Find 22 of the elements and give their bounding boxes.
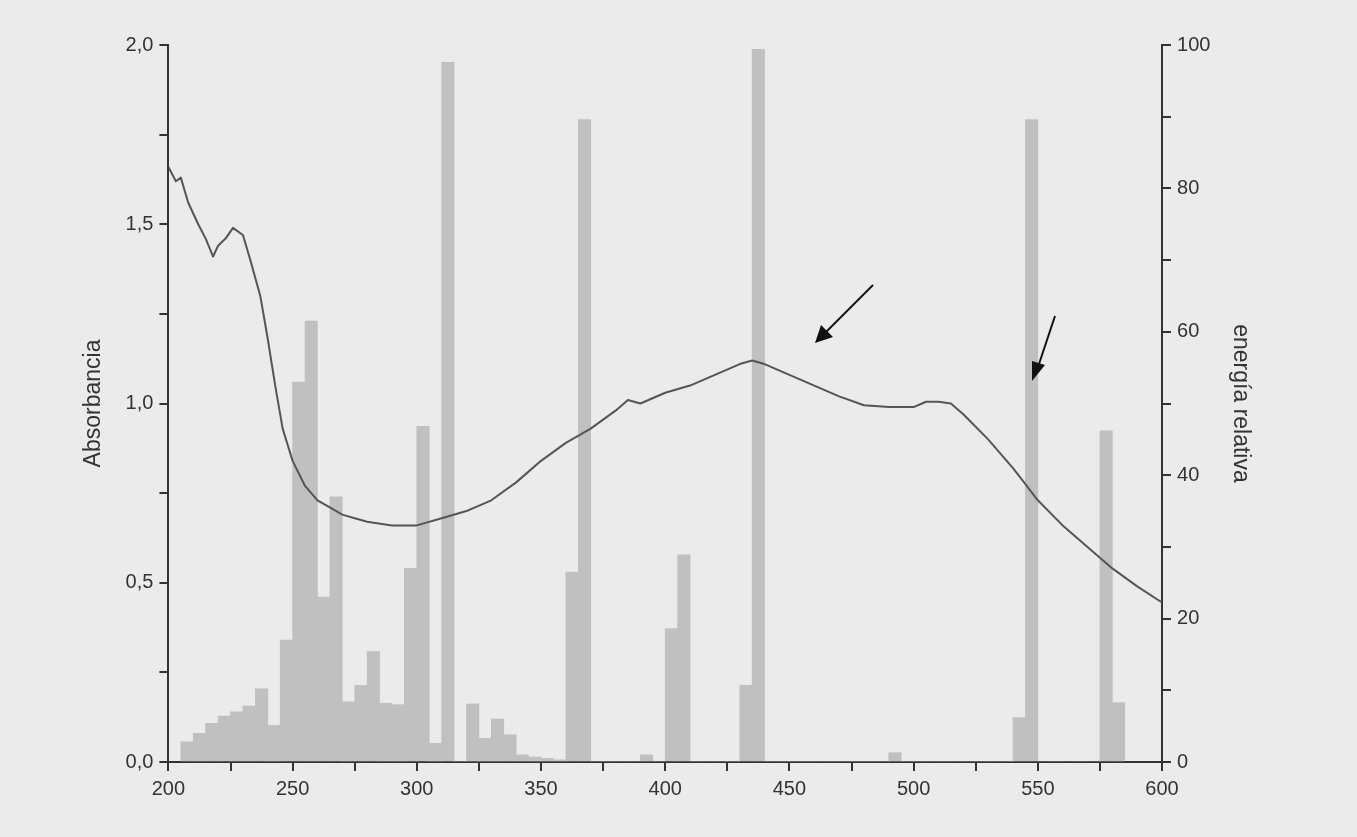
y-tick-label: 0,5 bbox=[125, 570, 154, 593]
y2-tick-label: 80 bbox=[1177, 175, 1200, 198]
x-tick-label: 600 bbox=[1145, 776, 1179, 799]
x-tick-label: 200 bbox=[151, 776, 186, 799]
y-tick-label: 0,0 bbox=[125, 749, 154, 772]
y2-tick-label: 100 bbox=[1177, 32, 1211, 55]
x-tick-label: 450 bbox=[772, 776, 807, 799]
y-tick-label: 1,0 bbox=[125, 391, 154, 414]
y-tick-label: 1,5 bbox=[125, 211, 154, 234]
y2-tick-label: 60 bbox=[1177, 319, 1200, 342]
y2-tick-label: 20 bbox=[1177, 606, 1200, 629]
y-axis-title: Absorbancia bbox=[79, 339, 106, 468]
y2-tick-label: 0 bbox=[1177, 749, 1189, 772]
x-tick-label: 550 bbox=[1021, 776, 1055, 799]
x-tick-label: 400 bbox=[648, 776, 682, 799]
x-tick-label: 250 bbox=[275, 776, 310, 799]
x-tick-label: 300 bbox=[400, 776, 434, 799]
y-tick-label: 2,0 bbox=[125, 32, 154, 55]
x-tick-label: 500 bbox=[896, 776, 931, 799]
y2-axis-title: energía relativa bbox=[1228, 324, 1255, 483]
x-tick-label: 350 bbox=[524, 776, 558, 799]
y2-tick-label: 40 bbox=[1177, 462, 1200, 485]
